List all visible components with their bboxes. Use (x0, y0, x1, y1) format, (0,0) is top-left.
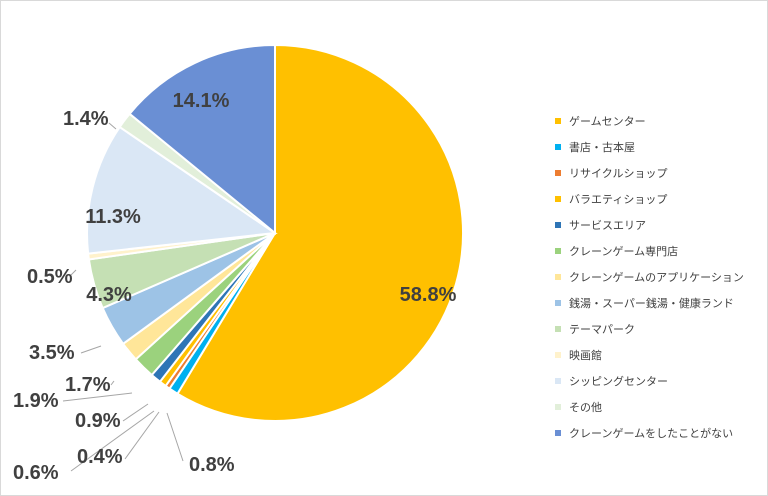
legend-item: 映画館 (555, 342, 765, 368)
data-label: 1.4% (63, 108, 109, 130)
legend-swatch (555, 430, 561, 436)
legend-item: その他 (555, 394, 765, 420)
leader-line (122, 403, 149, 422)
leader-line (124, 411, 160, 460)
legend-label: シッピングセンター (569, 375, 668, 388)
legend-item: リサイクルショップ (555, 160, 765, 186)
legend-label: バラエティショップ (569, 193, 668, 206)
legend-item: クレーンゲームをしたことがない (555, 420, 765, 446)
legend-label: リサイクルショップ (569, 167, 668, 180)
legend-item: シッピングセンター (555, 368, 765, 394)
legend-swatch (555, 378, 561, 384)
data-label: 58.8% (400, 284, 457, 306)
data-label: 11.3% (85, 206, 141, 228)
legend-swatch (555, 144, 561, 150)
pie-slice (86, 125, 278, 255)
legend-swatch (555, 404, 561, 410)
legend-label: クレーンゲーム専門店 (569, 245, 679, 258)
leader-line (62, 392, 133, 402)
pie-slice (128, 43, 276, 236)
legend-swatch (555, 196, 561, 202)
legend-item: バラエティショップ (555, 186, 765, 212)
data-label: 0.4% (77, 446, 123, 468)
legend-item: サービスエリア (555, 212, 765, 238)
legend-label: サービスエリア (569, 219, 646, 232)
legend-label: テーマパーク (569, 323, 635, 336)
legend-swatch (555, 326, 561, 332)
legend-item: 銭湯・スーパー銭湯・健康ランド (555, 290, 765, 316)
legend-label: クレーンゲームをしたことがない (569, 427, 734, 440)
leader-line (166, 412, 184, 462)
legend-label: 銭湯・スーパー銭湯・健康ランド (569, 297, 734, 310)
data-label: 0.6% (13, 462, 59, 484)
legend-label: 映画館 (569, 349, 602, 362)
leader-line (70, 269, 77, 276)
leader-line (80, 345, 102, 354)
pie-slice (176, 43, 465, 422)
legend-item: 書店・古本屋 (555, 134, 765, 160)
legend-label: 書店・古本屋 (569, 141, 635, 154)
legend-swatch (555, 300, 561, 306)
data-label: 4.3% (86, 284, 132, 306)
leader-line (70, 410, 155, 472)
legend-item: クレーンゲームのアプリケーション (555, 264, 765, 290)
legend-swatch (555, 274, 561, 280)
legend-label: ゲームセンター (569, 115, 646, 128)
leader-line (108, 122, 117, 130)
legend-item: テーマパーク (555, 316, 765, 342)
data-label: 3.5% (29, 342, 75, 364)
data-label: 0.9% (75, 410, 121, 432)
data-label: 1.7% (65, 374, 111, 396)
data-label: 14.1% (173, 90, 230, 112)
leader-line (110, 380, 115, 386)
legend-label: クレーンゲームのアプリケーション (569, 271, 744, 284)
legend-swatch (555, 170, 561, 176)
data-label: 1.9% (13, 390, 59, 412)
legend-swatch (555, 352, 561, 358)
legend-item: クレーンゲーム専門店 (555, 238, 765, 264)
legend-item: ゲームセンター (555, 108, 765, 134)
data-label: 0.5% (27, 266, 73, 288)
legend-swatch (555, 248, 561, 254)
data-label: 0.8% (189, 454, 235, 476)
legend-swatch (555, 118, 561, 124)
legend-label: その他 (569, 401, 602, 414)
legend-swatch (555, 222, 561, 228)
chart-legend: ゲームセンター 書店・古本屋リサイクルショップ バラエティショップ サービスエリアクレ… (555, 108, 765, 446)
